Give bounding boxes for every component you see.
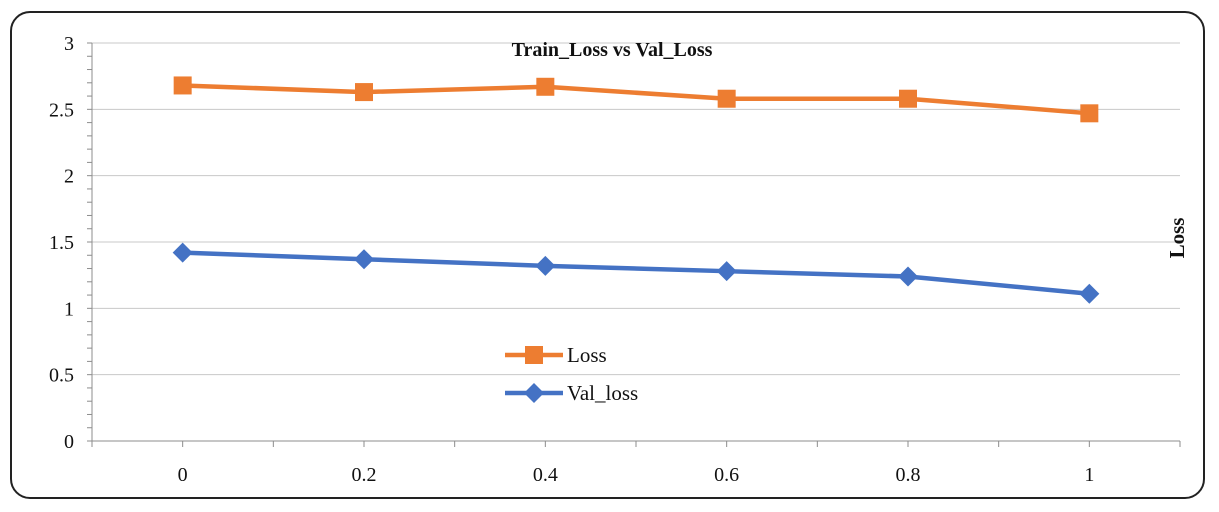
chart-title: Train_Loss vs Val_Loss <box>512 39 713 61</box>
data-point-loss <box>899 89 917 108</box>
x-tick-label: 0 <box>178 464 188 486</box>
x-tick-label: 1 <box>1084 464 1094 486</box>
x-tick-label: 0.6 <box>714 464 739 486</box>
legend-marker-loss <box>525 346 543 364</box>
data-point-loss <box>717 89 736 108</box>
axes: 0 0.5 1 1.5 2 2.5 3 0 0.2 0.4 0.6 0.8 1 <box>49 33 1181 486</box>
legend-label-val_loss: Val_loss <box>567 381 638 405</box>
y-axis-title: Loss <box>1165 218 1189 259</box>
legend-label-loss: Loss <box>567 343 607 367</box>
series-line-loss <box>180 83 1092 116</box>
legend: Loss Val_loss <box>505 343 638 405</box>
data-point-val_loss <box>898 266 918 287</box>
y-tick-label: 1.5 <box>49 232 74 254</box>
data-markers <box>172 76 1100 304</box>
data-point-val_loss <box>1079 283 1100 304</box>
gridlines <box>92 42 1180 376</box>
y-tick-label: 2 <box>64 166 74 188</box>
x-tick-label: 0.4 <box>533 464 558 486</box>
legend-marker-val_loss <box>524 383 544 403</box>
data-point-val_loss <box>716 261 737 282</box>
y-tick-label: 1 <box>64 298 74 320</box>
series-line-val_loss <box>180 250 1092 296</box>
series-lines <box>180 83 1092 296</box>
data-point-loss <box>1080 104 1099 123</box>
y-tick-label: 0.5 <box>49 365 74 387</box>
data-point-val_loss <box>172 242 193 263</box>
x-tick-label: 0.8 <box>896 464 921 486</box>
y-tick-label: 3 <box>64 33 74 55</box>
data-point-loss <box>173 76 192 95</box>
data-point-val_loss <box>354 249 374 270</box>
data-point-val_loss <box>535 255 556 276</box>
y-tick-label: 2.5 <box>49 99 74 121</box>
data-point-loss <box>355 83 373 102</box>
y-tick-label: 0 <box>64 431 74 453</box>
x-tick-label: 0.2 <box>352 464 377 486</box>
data-point-loss <box>536 77 555 96</box>
